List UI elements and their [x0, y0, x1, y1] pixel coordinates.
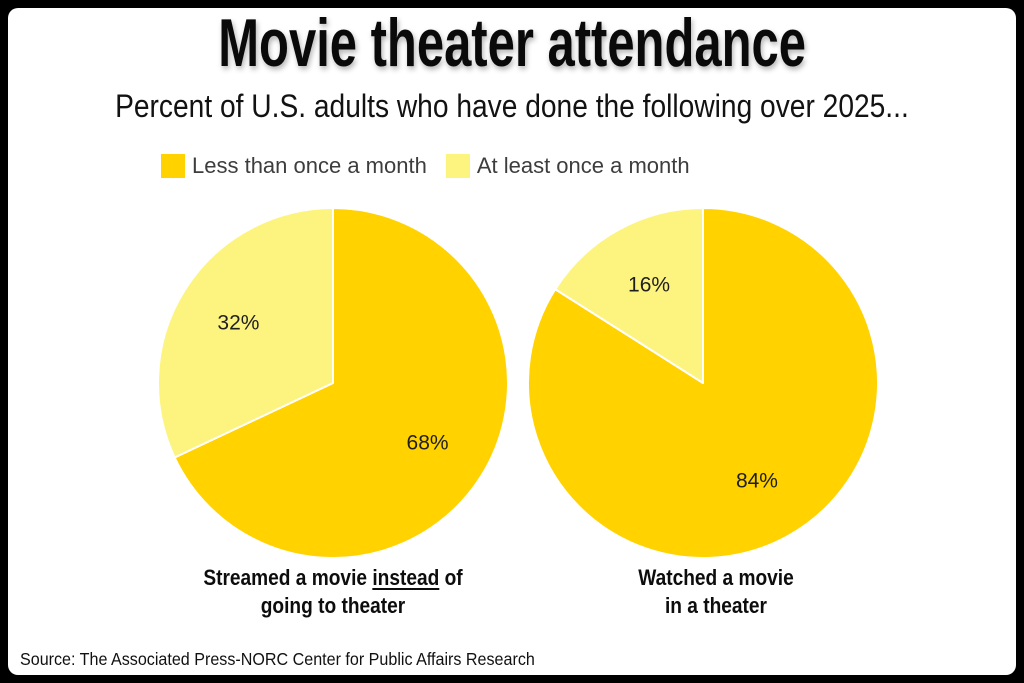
pie-caption-watched-in-theater: Watched a movie in a theater	[546, 564, 886, 620]
legend-label: At least once a month	[476, 153, 690, 178]
pie-slice-at-least-once-a-month	[554, 207, 704, 384]
pie-slice-less-than-once-a-month	[173, 207, 509, 559]
underlined-word: instead	[372, 565, 440, 590]
legend-item-at-least-once-a-month: At least once a month	[445, 153, 690, 179]
page-subtitle: Percent of U.S. adults who have done the…	[8, 88, 1016, 125]
pie-caption-line: going to theater	[260, 593, 406, 618]
page-title: Movie theater attendance	[8, 8, 1016, 79]
pie-value-label: 32%	[217, 311, 259, 334]
pie-value-label: 84%	[736, 470, 778, 493]
source-credit: Source: The Associated Press-NORC Center…	[20, 649, 535, 669]
pie-chart-watched-in-theater: 84% 16%	[527, 207, 879, 559]
poster-panel: Movie theater attendance Percent of U.S.…	[8, 8, 1016, 675]
legend-label: Less than once a month	[192, 153, 427, 178]
pie-caption-line: Streamed a movie instead of	[203, 565, 463, 590]
pie-value-label: 16%	[628, 273, 670, 296]
page-subtitle-text: Percent of U.S. adults who have done the…	[115, 88, 909, 124]
legend-swatch-gold	[161, 154, 185, 178]
pie-chart-streamed-instead: 68% 32%	[157, 207, 509, 559]
pie-caption-line: in a theater	[664, 593, 768, 618]
legend-swatch-pale-yellow	[445, 154, 470, 178]
pie-caption-line: Watched a movie	[638, 565, 794, 590]
pie-value-label: 68%	[407, 432, 449, 455]
legend: Less than once a month At least once a m…	[161, 153, 690, 179]
pie-slice-at-least-once-a-month	[157, 207, 334, 459]
legend-item-less-than-once-a-month: Less than once a month	[161, 153, 427, 179]
pie-caption-streamed-instead: Streamed a movie instead of going to thea…	[163, 564, 503, 620]
page-title-text: Movie theater attendance	[218, 8, 806, 81]
